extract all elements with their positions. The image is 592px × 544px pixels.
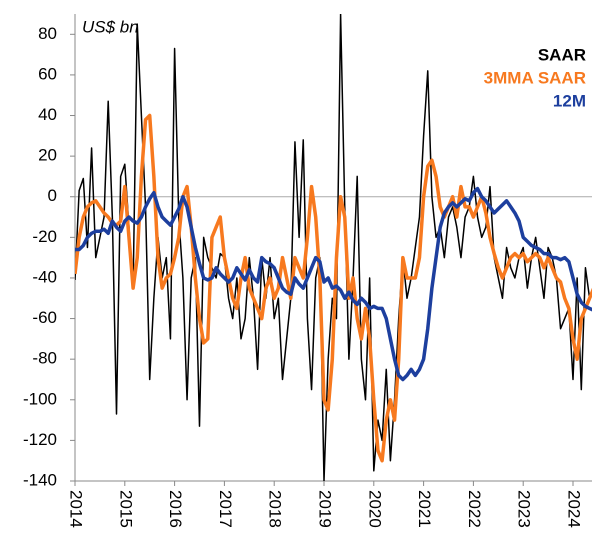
y-tick-label: -140 [23, 470, 57, 489]
y-tick-label: -120 [23, 430, 57, 449]
legend-label: SAAR [538, 45, 586, 64]
x-tick-label: 2024 [565, 490, 584, 528]
plot-area [75, 14, 592, 481]
legend-label: 12M [553, 91, 586, 110]
series-line [75, 186, 592, 382]
y-tick-label: -80 [32, 349, 57, 368]
y-unit-label: US$ bn [82, 17, 139, 36]
y-tick-label: -60 [32, 308, 57, 327]
x-tick-label: 2015 [116, 490, 135, 528]
x-tick-label: 2022 [465, 490, 484, 528]
y-tick-label: 20 [38, 146, 57, 165]
x-tick-label: 2023 [515, 490, 534, 528]
x-tick-label: 2018 [266, 490, 285, 528]
x-tick-label: 2019 [316, 490, 335, 528]
x-tick-label: 2017 [216, 490, 235, 528]
y-tick-label: -20 [32, 227, 57, 246]
y-tick-label: 40 [38, 105, 57, 124]
legend-label: 3MMA SAAR [484, 68, 586, 87]
y-tick-label: -100 [23, 389, 57, 408]
y-tick-label: -40 [32, 267, 57, 286]
series-line [75, 113, 592, 463]
x-tick-label: 2020 [365, 490, 384, 528]
x-tick-label: 2021 [415, 490, 434, 528]
y-tick-label: 80 [38, 24, 57, 43]
y-tick-label: 60 [38, 64, 57, 83]
x-tick-label: 2014 [67, 490, 86, 528]
x-tick-label: 2016 [166, 490, 185, 528]
y-tick-label: 0 [48, 186, 57, 205]
